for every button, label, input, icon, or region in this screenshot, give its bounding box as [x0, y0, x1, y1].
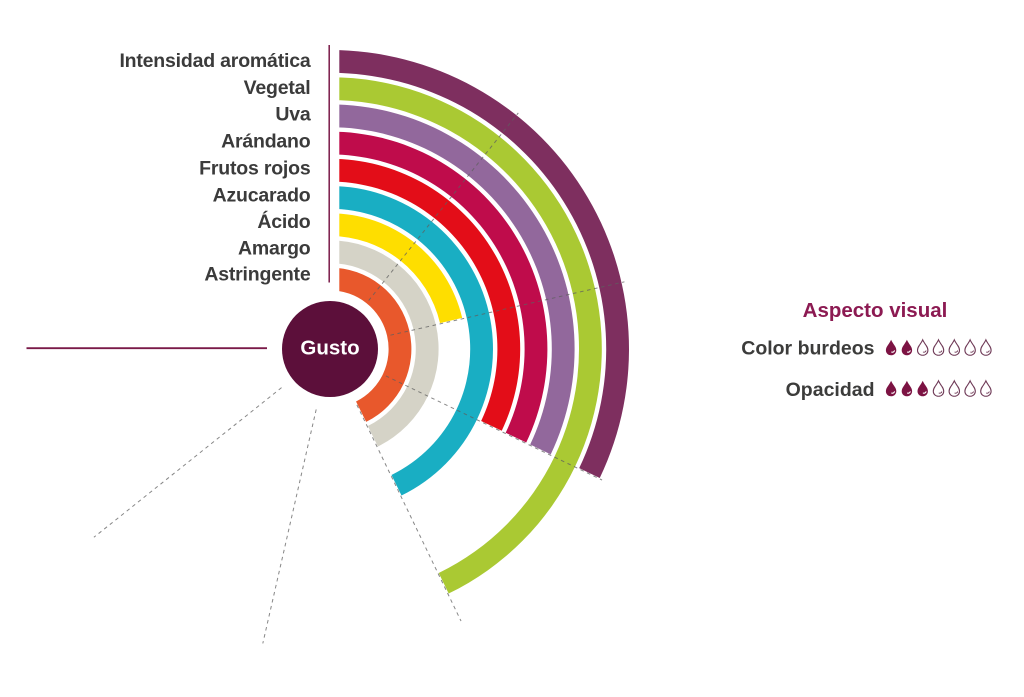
svg-text:Azucarado: Azucarado: [213, 184, 311, 206]
svg-text:Arándano: Arándano: [221, 131, 311, 153]
svg-text:Amargo: Amargo: [238, 237, 311, 259]
svg-text:Color burdeos: Color burdeos: [741, 338, 874, 360]
svg-text:Gusto: Gusto: [300, 337, 359, 360]
svg-text:Frutos rojos: Frutos rojos: [199, 157, 311, 179]
svg-text:Intensidad aromática: Intensidad aromática: [119, 50, 310, 72]
svg-text:Opacidad: Opacidad: [786, 379, 875, 401]
svg-text:Aspecto visual: Aspecto visual: [803, 299, 948, 322]
svg-text:Vegetal: Vegetal: [244, 77, 311, 99]
svg-text:Astringente: Astringente: [204, 264, 311, 286]
svg-text:Ácido: Ácido: [257, 210, 310, 233]
svg-text:Uva: Uva: [275, 104, 311, 126]
